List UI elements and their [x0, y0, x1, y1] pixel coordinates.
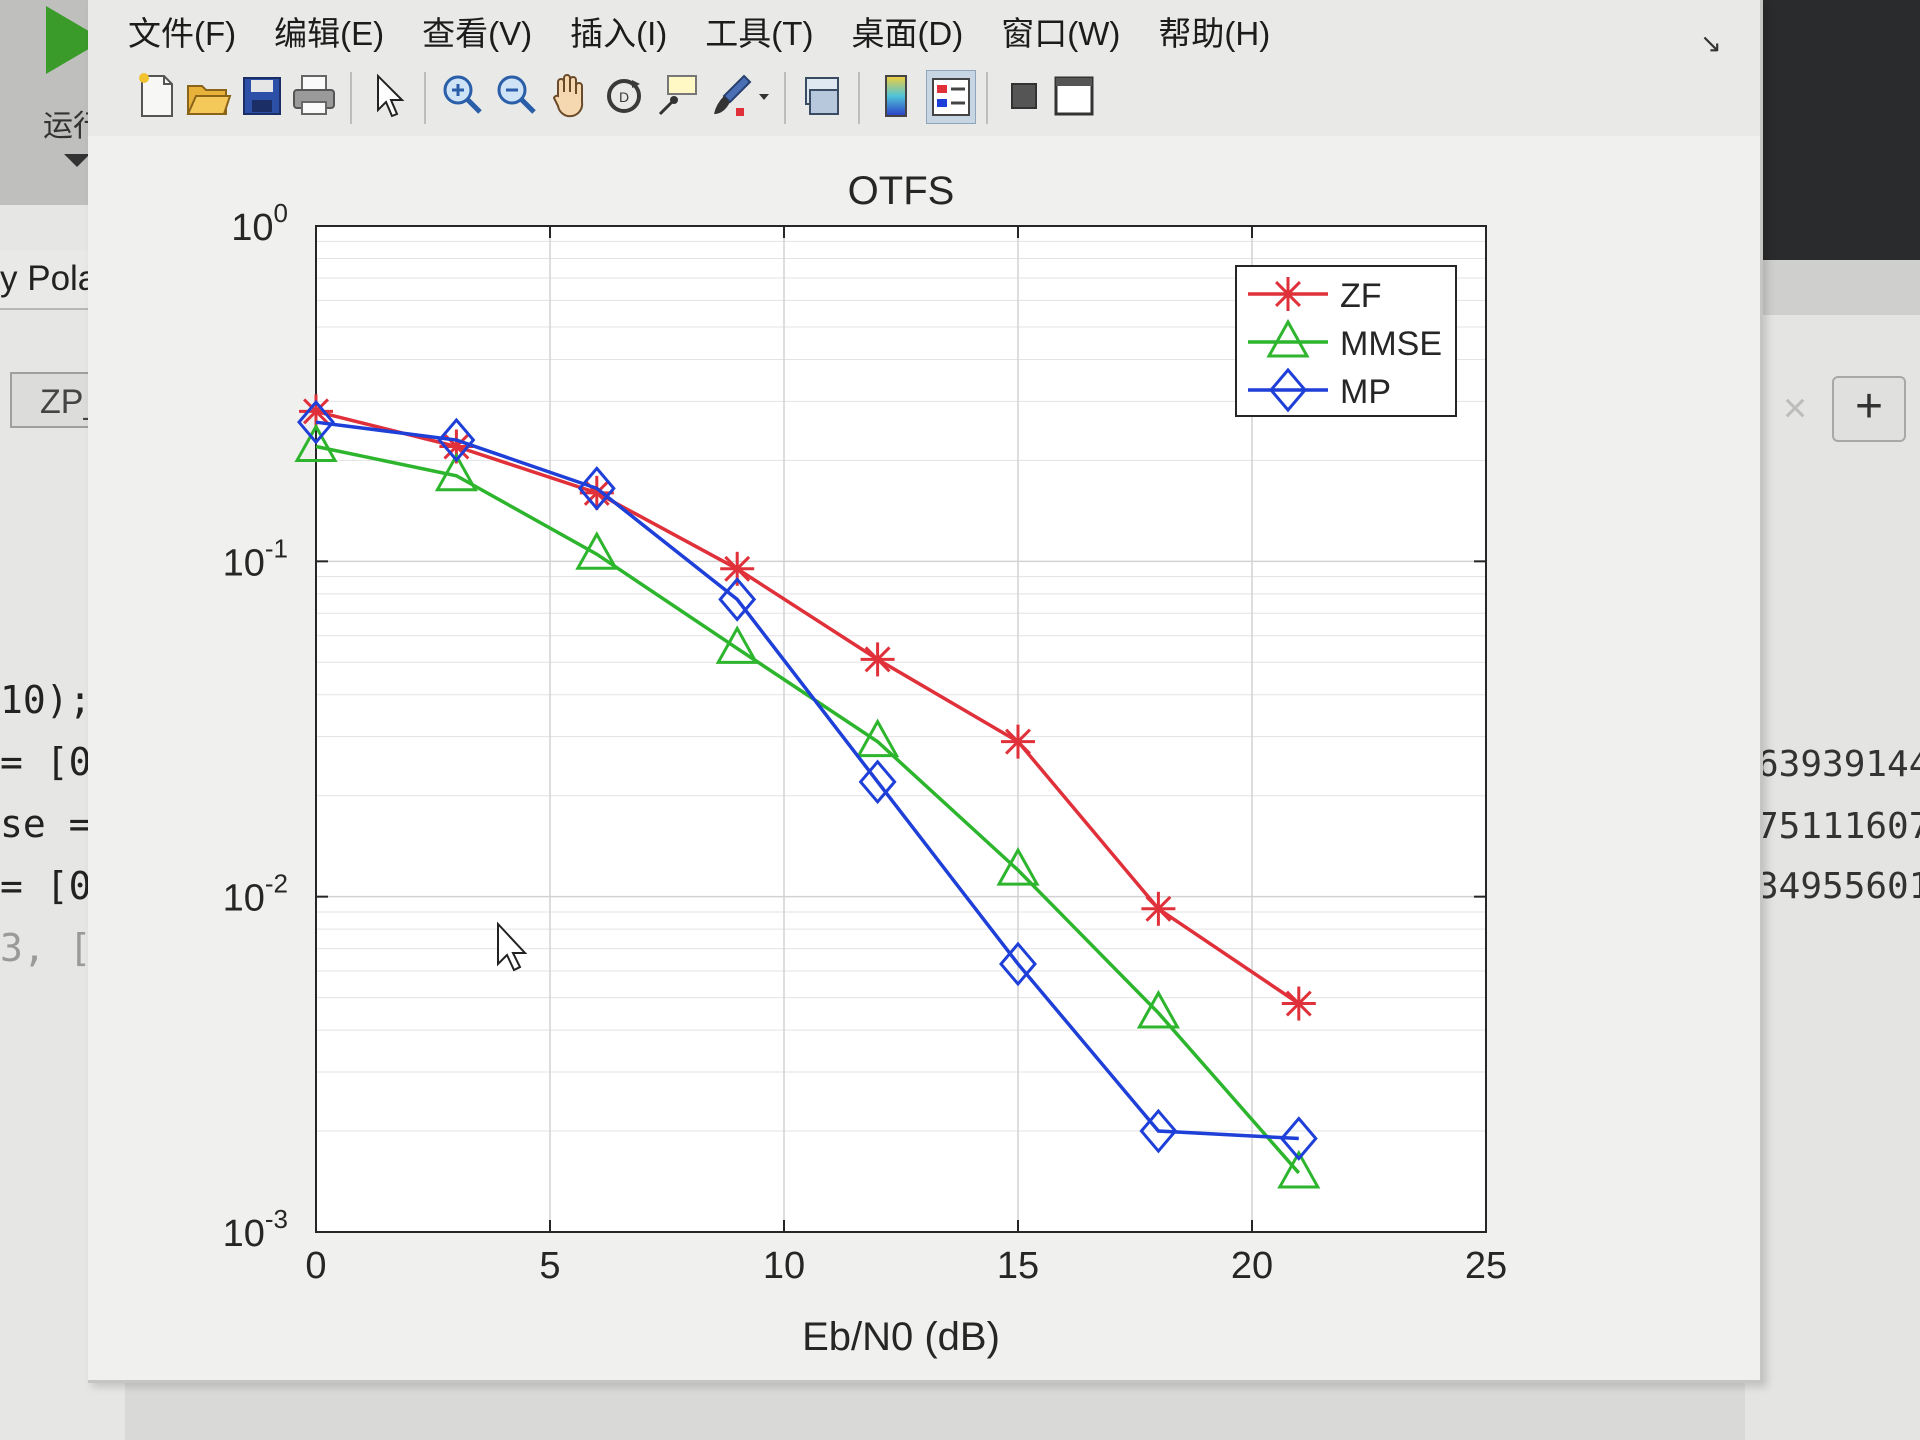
zoom-out-icon[interactable]	[492, 70, 540, 122]
link-plot-icon[interactable]	[798, 70, 846, 122]
series-line	[315, 420, 1299, 1141]
open-file-icon[interactable]	[184, 70, 232, 122]
chart-title: OTFS	[848, 169, 955, 213]
legend-marker	[1269, 367, 1307, 413]
code-line[interactable]: 10);	[0, 678, 92, 722]
x-tick-label: 15	[997, 1245, 1039, 1287]
show-plot-tools-icon[interactable]	[1050, 70, 1098, 122]
toolbar-separator	[350, 72, 352, 124]
menu-file[interactable]: 文件(F)	[128, 15, 237, 52]
legend-marker	[1271, 277, 1305, 311]
data-point	[434, 452, 478, 492]
data-point	[437, 417, 476, 463]
y-tick-label: 10-1	[223, 533, 288, 584]
toolbar-separator	[986, 72, 988, 124]
toolbar-separator	[784, 72, 786, 124]
legend-marker	[1266, 318, 1310, 358]
x-tick-label: 25	[1465, 1245, 1507, 1287]
data-point	[1279, 1116, 1318, 1161]
legend-label: MMSE	[1340, 325, 1442, 363]
series-mmse	[294, 423, 1321, 1189]
save-icon[interactable]	[238, 70, 286, 122]
pan-hand-icon[interactable]	[546, 70, 594, 122]
workspace-value: 63939144	[1757, 744, 1920, 785]
mouse-cursor-icon	[497, 921, 528, 972]
brush-icon[interactable]	[708, 70, 756, 122]
data-point	[294, 423, 338, 463]
legend-label: MP	[1340, 373, 1391, 411]
y-tick-label: 10-2	[223, 869, 288, 920]
add-tab-button[interactable]: +	[1832, 376, 1906, 442]
axes-frame	[315, 225, 1487, 1233]
menu-desktop[interactable]: 桌面(D)	[851, 15, 964, 52]
code-line[interactable]: = [0	[0, 864, 92, 908]
data-point	[1277, 1149, 1321, 1189]
series-line	[315, 409, 1300, 1006]
legend: ZF MMSE MP	[1235, 265, 1457, 417]
workspace-value: 34955601	[1757, 866, 1920, 907]
close-tab-button[interactable]: ×	[1782, 384, 1808, 431]
legend-item: MP	[1248, 367, 1391, 413]
legend-item: MMSE	[1248, 318, 1442, 363]
code-line[interactable]: = [0	[0, 740, 92, 784]
zoom-in-icon[interactable]	[438, 70, 486, 122]
x-axis-label: Eb/N0 (dB)	[802, 1315, 1000, 1359]
plot-figure[interactable]: 0 5 10 15 20 25 100 10-1 10-2 10-3 OTFS Eb/N0 (dB) Z…	[88, 136, 1760, 1380]
data-cursor-icon[interactable]	[654, 70, 702, 122]
figure-canvas[interactable]: 0 5 10 15 20 25 100 10-1 10-2 10-3 OTFS Eb/N0 (dB) Z…	[88, 136, 1760, 1380]
desktop-dark-area	[1745, 0, 1920, 260]
edit-pointer-icon[interactable]	[364, 70, 412, 122]
chevron-down-icon[interactable]	[64, 154, 90, 167]
data-point	[297, 399, 335, 445]
menu-view[interactable]: 查看(V)	[422, 15, 533, 52]
hide-plot-tools-icon[interactable]	[1000, 70, 1048, 122]
dock-figure-button[interactable]: ↘	[1700, 28, 1722, 58]
data-point	[999, 941, 1037, 987]
menu-help[interactable]: 帮助(H)	[1158, 15, 1271, 52]
menu-insert[interactable]: 插入(I)	[570, 15, 668, 52]
x-tick-label: 5	[539, 1245, 560, 1287]
x-tick-label: 0	[305, 1245, 326, 1287]
workspace-value: 75111607	[1757, 806, 1920, 847]
toolbar-separator	[858, 72, 860, 124]
figure-window: 文件(F) 编辑(E) 查看(V) 插入(I) 工具(T) 桌面(D) 窗口(W…	[88, 0, 1763, 1383]
menu-window[interactable]: 窗口(W)	[1001, 15, 1121, 52]
data-point	[1139, 1108, 1178, 1154]
menu-edit[interactable]: 编辑(E)	[274, 15, 385, 52]
series-mp	[297, 399, 1318, 1161]
data-point	[1141, 891, 1176, 926]
series-line	[315, 444, 1301, 1175]
x-tick-label: 20	[1231, 1245, 1273, 1287]
data-point	[858, 759, 897, 805]
data-point	[1136, 989, 1180, 1029]
legend-icon[interactable]	[926, 70, 976, 124]
new-figure-icon[interactable]	[132, 70, 180, 122]
rotate-3d-icon[interactable]: D	[600, 70, 648, 122]
brush-dropdown-icon[interactable]	[754, 70, 774, 122]
data-point	[1001, 724, 1035, 759]
data-point	[996, 847, 1040, 886]
colorbar-icon[interactable]	[872, 70, 920, 122]
figure-toolbar: D	[128, 66, 1748, 130]
menu-bar: 文件(F) 编辑(E) 查看(V) 插入(I) 工具(T) 桌面(D) 窗口(W…	[128, 0, 1768, 62]
data-point	[718, 577, 757, 622]
data-point	[577, 466, 616, 511]
data-point	[575, 531, 619, 570]
menu-tools[interactable]: 工具(T)	[705, 15, 814, 52]
legend-label: ZF	[1340, 277, 1382, 315]
print-icon[interactable]	[290, 70, 338, 122]
y-tick-label: 100	[231, 198, 288, 249]
data-point	[856, 718, 900, 758]
svg-text:D: D	[619, 89, 629, 105]
data-point	[720, 551, 755, 586]
x-tick-label: 10	[763, 1245, 805, 1287]
data-point	[1281, 986, 1316, 1021]
y-tick-label: 10-3	[223, 1204, 288, 1255]
workspace-header	[1745, 260, 1920, 315]
code-line[interactable]: se =	[0, 802, 92, 846]
data-point	[860, 642, 895, 677]
toolbar-separator	[424, 72, 426, 124]
data-point	[715, 625, 759, 664]
legend-item: ZF	[1248, 277, 1382, 315]
